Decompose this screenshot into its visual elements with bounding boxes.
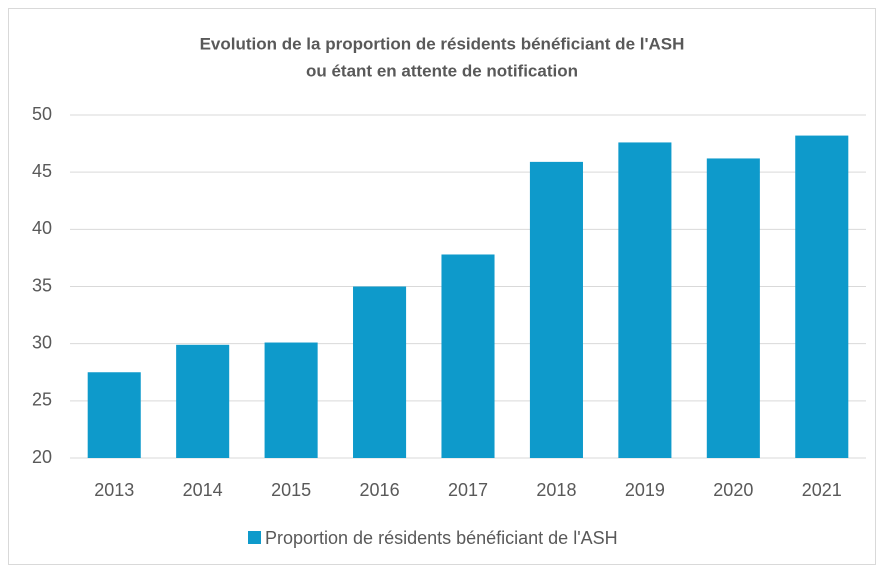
y-tick-label: 30 <box>32 332 52 352</box>
x-tick-label: 2016 <box>360 480 400 500</box>
bar <box>353 286 407 458</box>
legend-swatch <box>248 531 261 544</box>
chart-title: ou étant en attente de notification <box>306 61 578 80</box>
bar <box>795 135 849 458</box>
x-tick-label: 2019 <box>625 480 665 500</box>
y-tick-label: 50 <box>32 104 52 124</box>
x-tick-label: 2017 <box>448 480 488 500</box>
x-tick-label: 2021 <box>802 480 842 500</box>
y-tick-label: 35 <box>32 275 52 295</box>
chart-title: Evolution de la proportion de résidents … <box>200 34 685 53</box>
y-tick-label: 20 <box>32 447 52 467</box>
bar <box>264 342 318 458</box>
x-tick-label: 2013 <box>94 480 134 500</box>
bar <box>87 372 141 458</box>
legend-label: Proportion de résidents bénéficiant de l… <box>265 528 618 548</box>
bar <box>618 142 672 458</box>
x-tick-label: 2015 <box>271 480 311 500</box>
y-tick-label: 40 <box>32 218 52 238</box>
y-tick-label: 45 <box>32 161 52 181</box>
bar <box>529 161 583 459</box>
x-tick-label: 2014 <box>183 480 223 500</box>
bar <box>441 254 495 458</box>
x-tick-label: 2018 <box>536 480 576 500</box>
bar <box>176 344 230 458</box>
bar <box>706 158 760 459</box>
x-tick-label: 2020 <box>713 480 753 500</box>
y-tick-label: 25 <box>32 390 52 410</box>
